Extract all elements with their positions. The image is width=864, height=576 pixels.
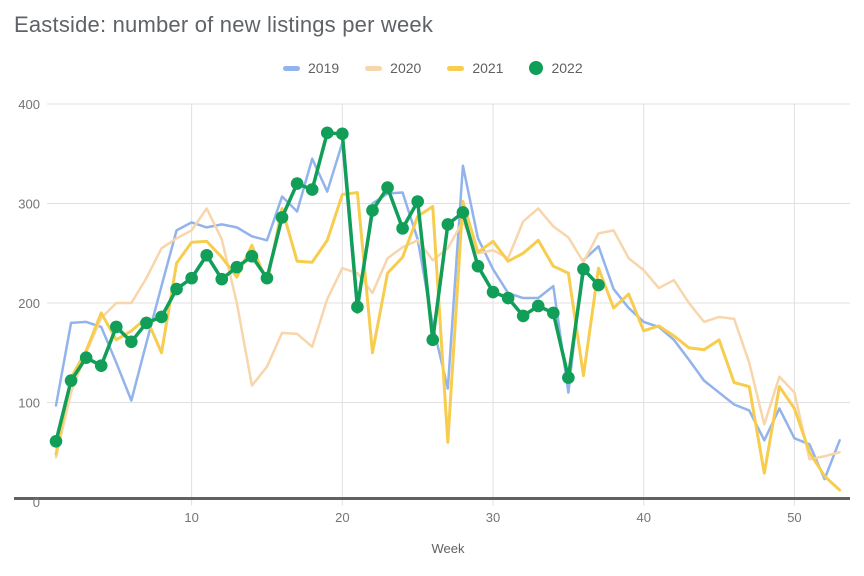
y-axis-tick-label: 400 [18,97,40,112]
data-point-2022 [351,300,364,314]
data-point-2022 [155,310,168,324]
data-point-2022 [592,278,605,292]
data-point-2022 [290,177,304,190]
data-point-2022 [381,181,394,194]
data-point-2022 [275,211,289,224]
data-point-2022 [109,320,123,334]
data-point-2022 [230,260,244,274]
series-line-2022 [54,131,601,444]
data-point-2022 [501,291,515,305]
data-point-2022 [49,435,63,448]
data-point-2022 [245,249,259,263]
series-line-2020 [54,207,841,461]
data-point-2022 [94,359,108,372]
x-axis-tick-label: 10 [184,510,198,525]
data-point-2022 [577,262,590,276]
data-point-2022 [486,285,500,299]
data-point-2022 [516,309,530,323]
data-point-2022 [426,333,440,347]
legend-label: 2020 [390,60,422,76]
y-axis-tick-label: 100 [18,396,40,411]
data-point-2022 [531,299,545,313]
x-axis-tick-label: 40 [636,510,650,525]
data-point-2022 [320,126,334,140]
data-point-2022 [79,351,93,365]
legend-label: 2022 [551,60,583,76]
x-axis-tick-label: 30 [486,510,500,525]
data-point-2022 [456,206,470,219]
y-axis-tick-label: 200 [18,296,40,311]
legend-swatch-2020 [365,65,383,71]
legend-swatch-2021 [447,65,465,71]
legend-label: 2019 [308,60,340,76]
legend-item-2021[interactable]: 2021 [447,60,503,76]
x-axis-tick-label: 50 [787,510,801,525]
data-point-2022 [64,374,78,387]
series-line-2021 [54,191,842,492]
data-point-2022 [215,272,229,286]
data-point-2022 [125,335,138,349]
series-line-2019 [54,141,841,481]
data-point-2022 [441,218,455,231]
data-point-2022 [547,306,560,320]
data-point-2022 [140,316,153,330]
data-point-2022 [305,183,319,196]
data-point-2022 [562,371,575,384]
legend-label: 2021 [472,60,504,76]
y-axis-tick-label: 300 [18,197,40,212]
data-point-2022 [185,271,198,285]
legend-item-2022[interactable]: 2022 [529,60,583,76]
x-axis-title: Week [432,541,465,556]
data-point-2022 [170,282,183,296]
legend-swatch-2022 [529,61,544,75]
data-point-2022 [260,271,274,285]
data-point-2022 [366,204,379,217]
data-point-2022 [471,259,485,273]
legend-item-2020[interactable]: 2020 [365,60,421,76]
x-axis-tick-label: 20 [335,510,349,525]
legend-item-2019[interactable]: 2019 [283,60,339,76]
chart-title: Eastside: number of new listings per wee… [14,12,434,37]
data-point-2022 [336,127,349,141]
chart-legend: 2019 2020 2021 2022 [283,60,583,76]
y-axis-tick-label: 0 [33,495,40,510]
legend-swatch-2019 [283,65,300,71]
data-point-2022 [200,248,213,262]
data-point-2022 [396,222,409,235]
data-point-2022 [411,195,424,208]
